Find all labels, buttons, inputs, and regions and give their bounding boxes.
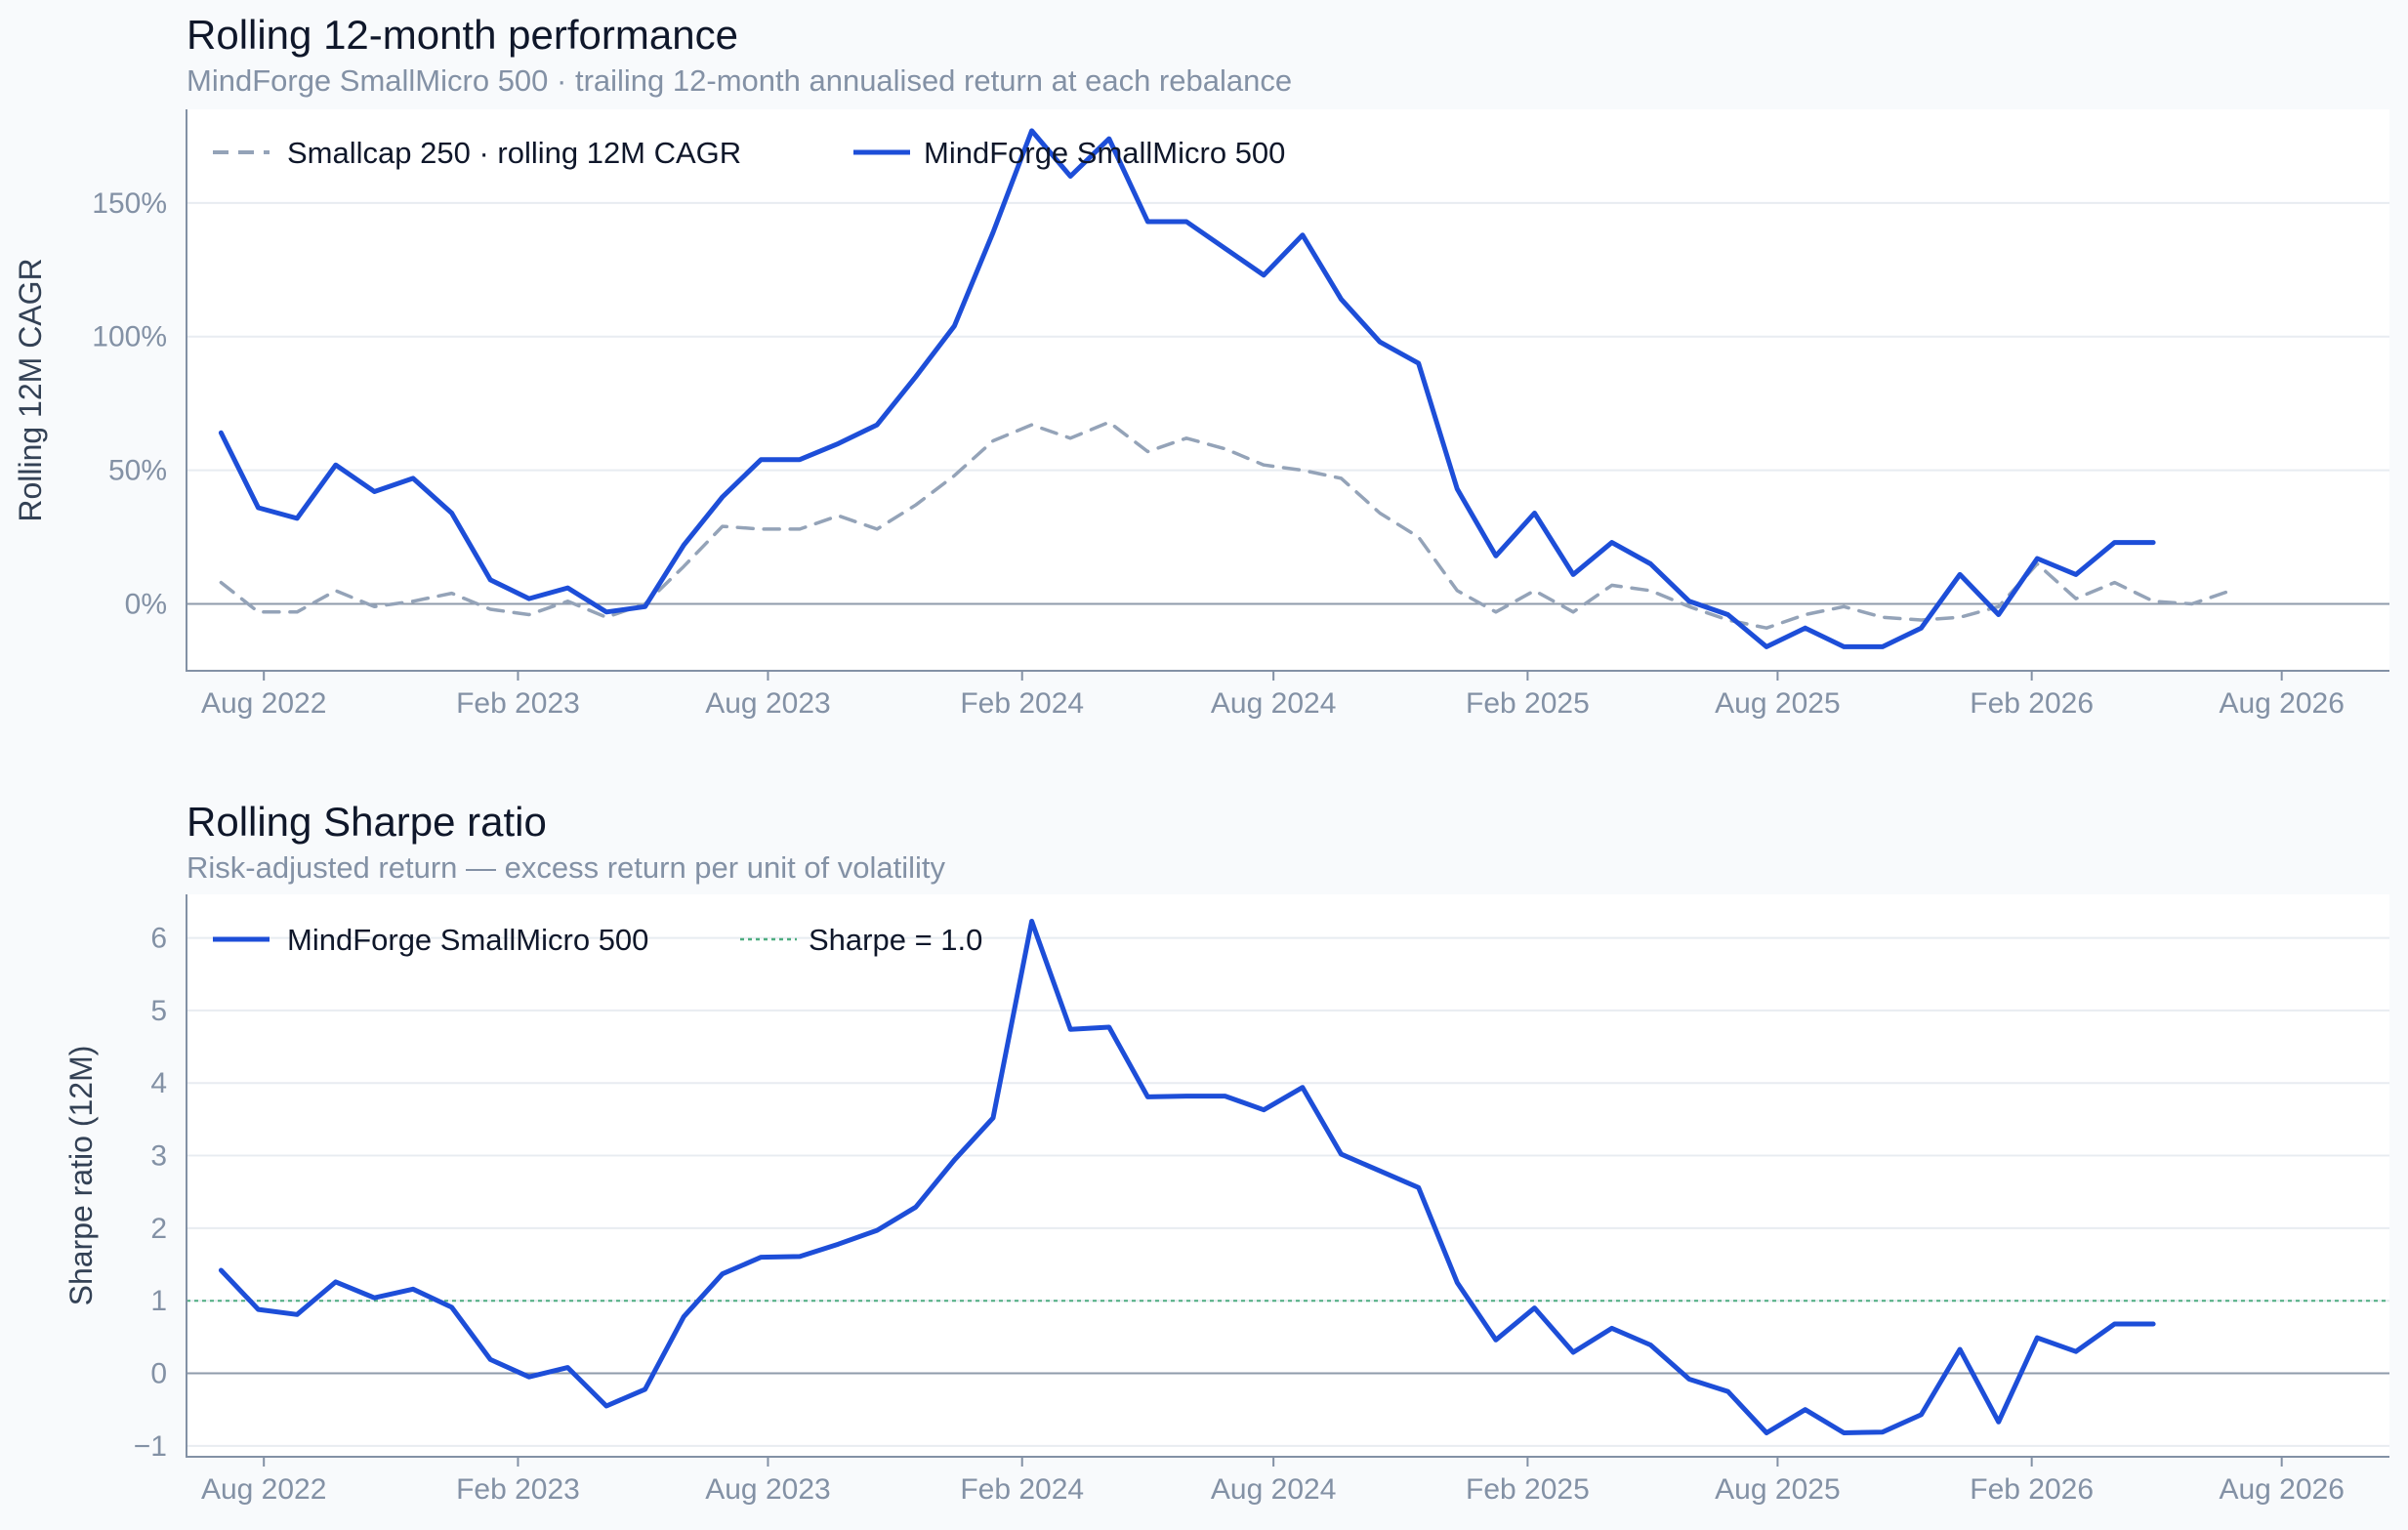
y-tick-label: 150% <box>92 187 167 220</box>
gridlines <box>187 936 2389 1447</box>
x-tick-label: Feb 2026 <box>1970 687 2094 720</box>
y-tick-labels: 0% 50% 100% 150% <box>92 187 167 621</box>
rolling-sharpe-chart: Rolling Sharpe ratio Risk-adjusted retur… <box>63 799 2389 1506</box>
x-tick-label: Aug 2023 <box>705 687 830 720</box>
y-tick-label: 6 <box>150 923 167 955</box>
x-tick-label: Feb 2025 <box>1466 687 1590 720</box>
x-tick-label: Aug 2025 <box>1715 1473 1840 1506</box>
legend-label-sharpe-ref: Sharpe = 1.0 <box>809 923 982 957</box>
chart-title: Rolling 12-month performance <box>187 12 738 58</box>
x-tick-label: Aug 2025 <box>1715 687 1840 720</box>
x-tick-label: Feb 2023 <box>456 1473 580 1506</box>
plot-area <box>187 894 2389 1457</box>
mindforge-series-line <box>218 919 2156 1435</box>
x-tick-label: Aug 2023 <box>705 1473 830 1506</box>
y-tick-label: 4 <box>150 1067 167 1099</box>
y-tick-label: 100% <box>92 321 167 353</box>
x-tick-label: Feb 2025 <box>1466 1473 1590 1506</box>
x-tick-label: Aug 2024 <box>1211 1473 1336 1506</box>
x-tick-labels: Aug 2022 Feb 2023 Aug 2023 Feb 2024 Aug 2024… <box>201 671 2345 720</box>
axis-lines <box>186 109 2389 672</box>
x-tick-label: Aug 2026 <box>2219 687 2344 720</box>
chart-subtitle: MindForge SmallMicro 500 · trailing 12-m… <box>187 63 1292 98</box>
y-tick-label: 5 <box>150 995 167 1027</box>
x-tick-label: Feb 2024 <box>960 1473 1084 1506</box>
legend: Smallcap 250 · rolling 12M CAGR MindForg… <box>213 136 1285 170</box>
legend-label-mindforge: MindForge SmallMicro 500 <box>287 923 648 957</box>
y-tick-label: 50% <box>108 455 167 487</box>
legend-label-mindforge: MindForge SmallMicro 500 <box>924 136 1285 170</box>
rolling-performance-chart: Rolling 12-month performance MindForge S… <box>13 12 2389 720</box>
mindforge-series-line <box>218 128 2156 649</box>
x-tick-label: Aug 2022 <box>201 687 326 720</box>
y-tick-label: 3 <box>150 1140 167 1173</box>
y-tick-labels: −1 0 1 2 3 4 5 6 <box>134 923 167 1463</box>
y-axis-label: Rolling 12M CAGR <box>13 258 48 521</box>
x-tick-label: Feb 2024 <box>960 687 1084 720</box>
series-lines <box>218 128 2233 649</box>
x-tick-label: Aug 2022 <box>201 1473 326 1506</box>
legend-label-smallcap: Smallcap 250 · rolling 12M CAGR <box>287 136 741 170</box>
x-tick-labels: Aug 2022 Feb 2023 Aug 2023 Feb 2024 Aug 2024… <box>201 1457 2345 1506</box>
y-tick-label: 0% <box>125 589 167 621</box>
legend: MindForge SmallMicro 500 Sharpe = 1.0 <box>213 923 982 957</box>
y-axis-label: Sharpe ratio (12M) <box>63 1046 99 1306</box>
benchmark-series-line <box>219 420 2233 630</box>
y-tick-label: 2 <box>150 1213 167 1245</box>
plot-area <box>187 109 2389 671</box>
x-tick-label: Feb 2026 <box>1970 1473 2094 1506</box>
chart-subtitle: Risk-adjusted return — excess return per… <box>187 850 946 885</box>
series-lines <box>218 919 2156 1435</box>
y-tick-label: −1 <box>134 1430 167 1463</box>
y-tick-label: 0 <box>150 1358 167 1390</box>
gridlines <box>187 201 2389 472</box>
chart-title: Rolling Sharpe ratio <box>187 799 547 845</box>
x-tick-label: Feb 2023 <box>456 687 580 720</box>
axis-lines <box>186 894 2389 1458</box>
y-tick-label: 1 <box>150 1285 167 1317</box>
x-tick-label: Aug 2026 <box>2219 1473 2344 1506</box>
x-tick-label: Aug 2024 <box>1211 687 1336 720</box>
